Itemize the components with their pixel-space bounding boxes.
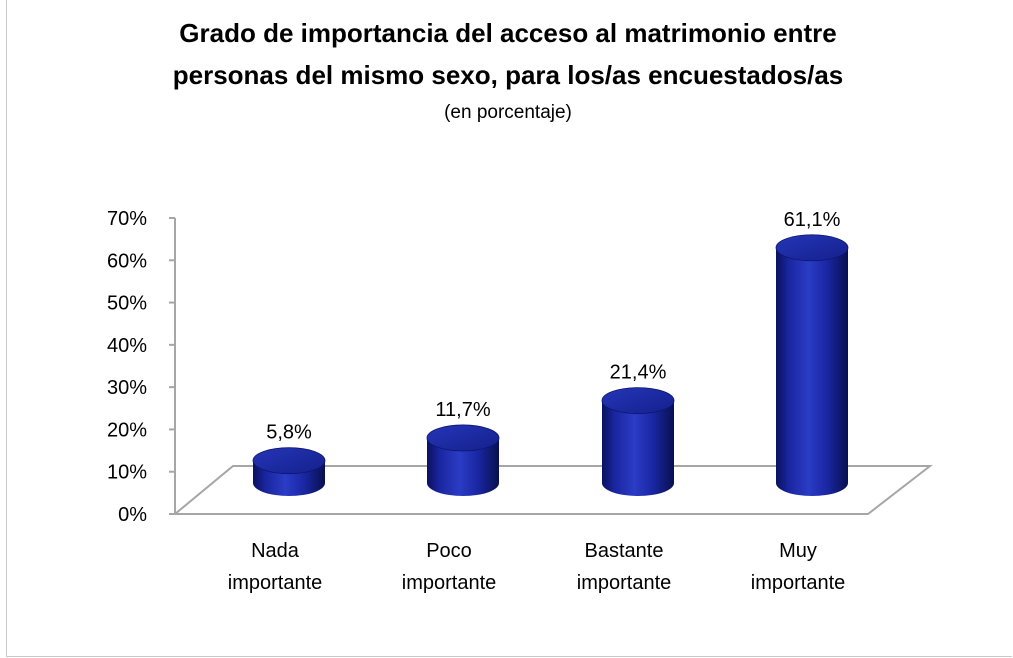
y-tick-label: 0% [118, 504, 147, 526]
data-label: 21,4% [610, 362, 667, 384]
bar-2 [426, 424, 500, 496]
bar-top [601, 387, 675, 415]
y-tick-label: 70% [107, 208, 147, 230]
bar-body [602, 400, 674, 496]
category-labels-group: Nada importante Poco importante Bastante impo… [228, 540, 846, 594]
category-label: Muy [779, 540, 817, 562]
data-label: 11,7% [435, 399, 490, 421]
chart-floor [172, 465, 933, 515]
y-axis: 0% 10% 20% 30% 40% 50% 60% 70% [107, 208, 176, 526]
y-tick-label: 10% [107, 462, 147, 484]
bar-top [426, 424, 500, 452]
bar-top [775, 234, 849, 262]
chart-title-line-1: Grado de importancia del acceso al matri… [179, 18, 836, 48]
data-label: 5,8% [266, 422, 312, 444]
y-tick-label: 60% [107, 250, 147, 272]
category-label: Bastante [585, 540, 664, 562]
bar-body [427, 437, 499, 496]
floor-plane [172, 465, 933, 515]
bars-group [252, 234, 849, 496]
y-tick-label: 40% [107, 335, 147, 357]
chart-subtitle: (en porcentaje) [444, 102, 572, 123]
bar-1 [252, 447, 326, 496]
y-tick-label: 20% [107, 419, 147, 441]
category-label: importante [402, 572, 497, 594]
bar-4 [775, 234, 849, 496]
bar-3 [601, 387, 675, 496]
category-label: Poco [426, 540, 472, 562]
category-label: importante [228, 572, 323, 594]
bar-body [776, 247, 848, 496]
category-label: importante [577, 572, 672, 594]
data-label: 61,1% [784, 209, 841, 231]
chart-title: Grado de importancia del acceso al matri… [173, 18, 844, 123]
y-tick-label: 30% [107, 377, 147, 399]
data-labels-group: 5,8% 11,7% 21,4% 61,1% [266, 209, 840, 444]
chart-title-line-2: personas del mismo sexo, para los/as enc… [173, 60, 844, 90]
y-tick-label: 50% [107, 293, 147, 315]
bar-top [252, 447, 326, 475]
category-label: Nada [251, 540, 300, 562]
category-label: importante [751, 572, 846, 594]
